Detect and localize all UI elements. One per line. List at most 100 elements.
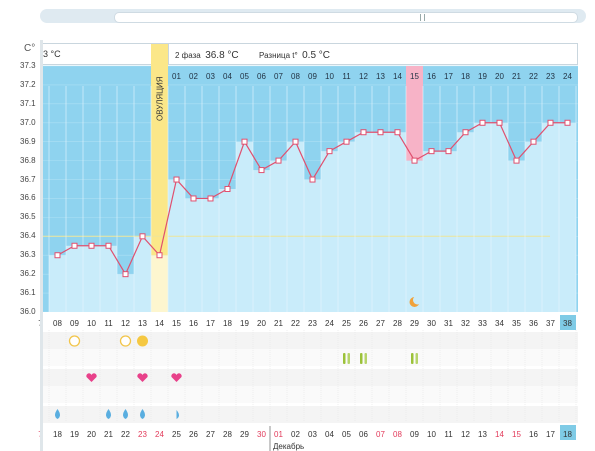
phase-day-label: 18	[461, 72, 470, 81]
temperature-point[interactable]	[88, 242, 95, 249]
cycle-day-label: 24	[325, 319, 334, 328]
green-bar-icon[interactable]	[415, 353, 419, 364]
temperature-point[interactable]	[139, 233, 146, 240]
temperature-point[interactable]	[156, 252, 163, 259]
temperature-point[interactable]	[309, 176, 316, 183]
temperature-point[interactable]	[462, 129, 469, 136]
temperature-bar	[100, 245, 117, 312]
temperature-point[interactable]	[275, 157, 282, 164]
phase-day-label: 02	[189, 72, 198, 81]
cycle-day-label: 14	[155, 319, 164, 328]
temperature-point[interactable]	[428, 148, 435, 155]
date-label: 07	[376, 430, 385, 439]
cycle-day-label: 33	[478, 319, 487, 328]
y-tick-label: 36.1	[20, 288, 36, 298]
scroll-grip-icon[interactable]	[420, 14, 425, 21]
open-circle-icon[interactable]	[68, 335, 81, 347]
heart-icon[interactable]	[86, 373, 97, 382]
temperature-point[interactable]	[530, 138, 537, 145]
event-row	[42, 406, 578, 423]
temperature-bar	[423, 151, 440, 312]
cycle-day-label: 18	[223, 319, 232, 328]
temperature-point[interactable]	[513, 157, 520, 164]
phase-day-label: 12	[359, 72, 368, 81]
temperature-point[interactable]	[173, 176, 180, 183]
y-tick-label: 37.1	[20, 98, 36, 108]
phase-day-label: 23	[546, 72, 555, 81]
date-label: 16	[529, 430, 538, 439]
temperature-point[interactable]	[190, 195, 197, 202]
half-drop-icon[interactable]	[176, 410, 180, 419]
temperature-bar	[185, 198, 202, 312]
left-divider	[40, 40, 43, 451]
temperature-point[interactable]	[326, 148, 333, 155]
drop-icon[interactable]	[55, 409, 60, 419]
green-bar-icon[interactable]	[343, 353, 346, 364]
temperature-point[interactable]	[547, 119, 554, 126]
cycle-day-label: 23	[308, 319, 317, 328]
cycle-day-label: 27	[376, 319, 385, 328]
temperature-point[interactable]	[496, 119, 503, 126]
green-bar-icon[interactable]	[360, 353, 363, 364]
temperature-point[interactable]	[122, 271, 129, 278]
ovulation-column	[151, 44, 168, 256]
temperature-point[interactable]	[394, 129, 401, 136]
temperature-point[interactable]	[360, 129, 367, 136]
temperature-point[interactable]	[377, 129, 384, 136]
y-tick-label: 36.3	[20, 250, 36, 260]
event-row	[42, 369, 578, 386]
green-bar-icon[interactable]	[347, 353, 351, 364]
cycle-day-label: 22	[291, 319, 300, 328]
temperature-point[interactable]	[411, 157, 418, 164]
temperature-point[interactable]	[258, 167, 265, 174]
heart-icon[interactable]	[171, 373, 182, 382]
date-label: 29	[240, 430, 249, 439]
filled-circle-icon[interactable]	[137, 335, 148, 347]
green-bar-icon[interactable]	[364, 353, 368, 364]
temperature-point[interactable]	[292, 138, 299, 145]
phase-day-label: 21	[512, 72, 521, 81]
current-day-badge	[560, 315, 576, 330]
temperature-point[interactable]	[207, 195, 214, 202]
date-label: 10	[427, 430, 436, 439]
cycle-day-label: 16	[189, 319, 198, 328]
phase-day-label: 10	[325, 72, 334, 81]
phase2-info: 2 фаза 36.8 °C	[175, 50, 239, 61]
phase-day-label: 01	[172, 72, 181, 81]
temperature-point[interactable]	[54, 252, 61, 259]
horizontal-scrollbar[interactable]	[40, 9, 586, 23]
cycle-day-label: 31	[444, 319, 453, 328]
scroll-thumb[interactable]	[114, 12, 578, 23]
phase-day-label: 17	[444, 72, 453, 81]
phase1-temp: 3 °C	[43, 49, 61, 59]
date-label: 15	[512, 430, 521, 439]
drop-icon[interactable]	[106, 409, 111, 419]
drop-icon[interactable]	[140, 409, 145, 419]
date-label: 30	[257, 430, 266, 439]
temperature-point[interactable]	[71, 242, 78, 249]
temperature-point[interactable]	[445, 148, 452, 155]
temperature-bar	[304, 179, 321, 312]
ovulation-label: ОВУЛЯЦИЯ	[156, 76, 165, 121]
temperature-point[interactable]	[105, 242, 112, 249]
temperature-point[interactable]	[224, 186, 231, 192]
phase-day-label: 19	[478, 72, 487, 81]
open-circle-icon[interactable]	[119, 335, 132, 347]
cycle-day-label: 26	[359, 319, 368, 328]
temperature-bar	[168, 179, 185, 312]
temperature-point[interactable]	[343, 138, 350, 145]
date-label: 21	[104, 430, 113, 439]
y-tick-label: 36.5	[20, 212, 36, 222]
temperature-point[interactable]	[564, 119, 571, 126]
drop-icon[interactable]	[123, 409, 128, 419]
temperature-bar	[66, 245, 83, 312]
temperature-point[interactable]	[241, 138, 248, 145]
phase-day-label: 04	[223, 72, 232, 81]
y-tick-label: 36.6	[20, 193, 36, 203]
green-bar-icon[interactable]	[411, 353, 414, 364]
temperature-point[interactable]	[479, 119, 486, 126]
phase2-label: 2 фаза	[175, 51, 201, 60]
heart-icon[interactable]	[137, 373, 148, 382]
cycle-day-label: 17	[206, 319, 215, 328]
